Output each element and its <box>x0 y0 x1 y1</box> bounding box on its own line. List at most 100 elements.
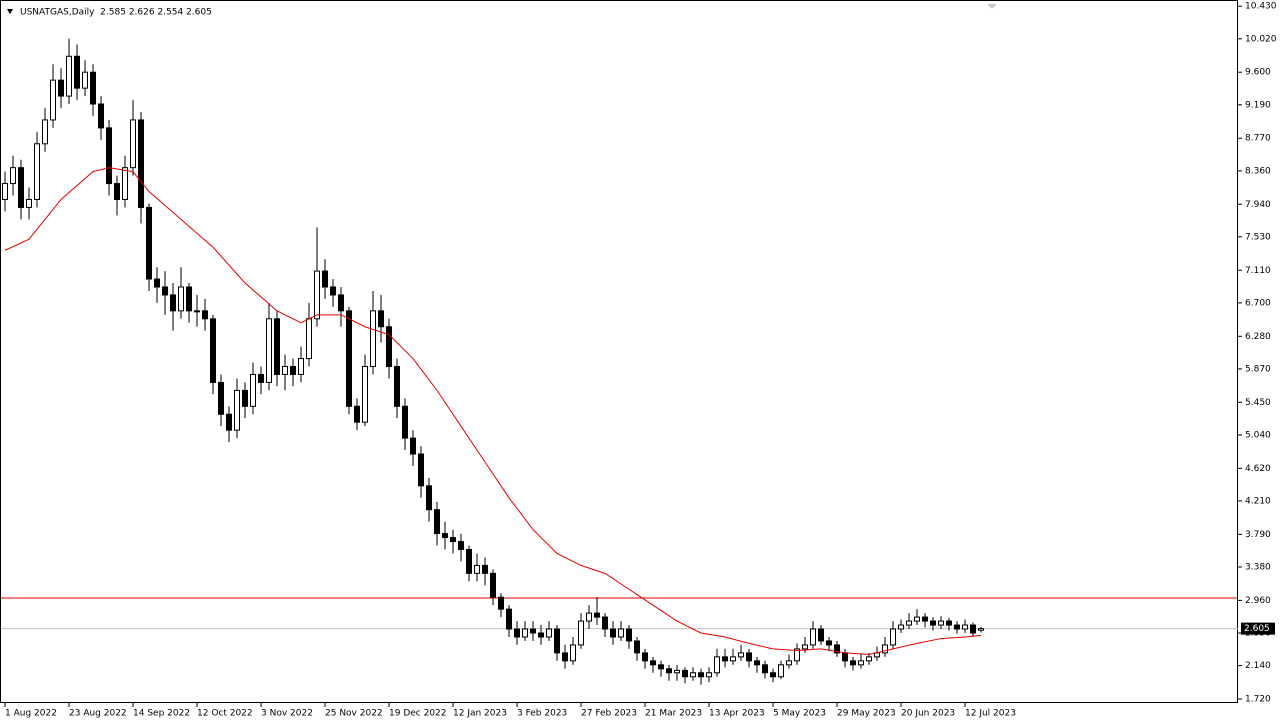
candle-body <box>850 660 856 666</box>
candle-body <box>426 485 432 511</box>
candle-body <box>802 644 808 650</box>
x-tick-label: 1 Aug 2022 <box>5 709 57 719</box>
candle-body <box>530 628 536 634</box>
candle-body <box>498 596 504 610</box>
candle-body <box>218 381 224 415</box>
candle-body <box>434 509 440 535</box>
candle-body <box>650 660 656 666</box>
y-tick-label: 10.430 <box>1245 2 1277 12</box>
x-tick-label: 14 Sep 2022 <box>133 709 190 719</box>
y-tick-label: 5.450 <box>1245 398 1271 408</box>
candle-body <box>898 624 904 630</box>
candle-body <box>170 294 176 312</box>
candle-body <box>962 624 968 630</box>
candle-body <box>482 564 488 574</box>
x-tick-label: 23 Aug 2022 <box>69 709 127 719</box>
candle-body <box>930 620 936 626</box>
candle-body <box>866 656 872 662</box>
candle-body <box>610 628 616 638</box>
candle-body <box>706 672 712 678</box>
y-tick-label: 9.600 <box>1245 68 1271 78</box>
candle-body <box>698 672 704 678</box>
candle-body <box>154 278 160 288</box>
candle-body <box>314 270 320 320</box>
y-tick-label: 5.040 <box>1245 430 1271 440</box>
candle-body <box>786 660 792 666</box>
candle-body <box>514 628 520 638</box>
candle-body <box>546 628 552 638</box>
candle-body <box>186 286 192 312</box>
candle-body <box>618 628 624 638</box>
y-tick-label: 10.020 <box>1245 34 1277 44</box>
candle-body <box>122 167 128 200</box>
y-tick-label: 6.280 <box>1245 332 1271 342</box>
candle-body <box>450 537 456 543</box>
candle-body <box>858 660 864 666</box>
candle-body <box>914 616 920 622</box>
y-tick-label: 6.700 <box>1245 298 1271 308</box>
candle-body <box>842 652 848 662</box>
candle-body <box>970 624 976 634</box>
candle-body <box>722 656 728 662</box>
candle-body <box>506 608 512 630</box>
candle-body <box>330 286 336 296</box>
y-tick-label: 7.530 <box>1245 232 1271 242</box>
candle-body <box>666 668 672 674</box>
candle-body <box>946 620 952 626</box>
candle-body <box>394 366 400 407</box>
x-tick-label: 3 Nov 2022 <box>261 709 313 719</box>
candle-body <box>754 660 760 666</box>
x-tick-label: 19 Dec 2022 <box>389 709 447 719</box>
candle-body <box>578 620 584 646</box>
y-tick-label: 2.960 <box>1245 596 1271 606</box>
y-tick-label: 8.770 <box>1245 134 1271 144</box>
candle-body <box>106 127 112 185</box>
candle-body <box>738 652 744 658</box>
x-tick-label: 12 Jan 2023 <box>453 709 507 719</box>
candle-body <box>114 183 120 200</box>
x-tick-label: 27 Feb 2023 <box>581 709 637 719</box>
y-tick-label: 7.940 <box>1245 200 1271 210</box>
y-tick-label: 5.870 <box>1245 364 1271 374</box>
candle-body <box>458 541 464 550</box>
candle-body <box>402 405 408 439</box>
candle-body <box>58 79 64 97</box>
y-tick-label: 9.190 <box>1245 100 1271 110</box>
y-tick-label: 8.360 <box>1245 166 1271 176</box>
x-tick-label: 13 Apr 2023 <box>709 709 765 719</box>
candle-body <box>266 318 272 383</box>
candle-body <box>810 628 816 646</box>
candle-body <box>474 564 480 574</box>
candle-body <box>882 644 888 654</box>
candle-body <box>2 183 8 200</box>
candle-body <box>538 632 544 638</box>
candle-body <box>50 79 56 121</box>
candle-body <box>602 616 608 630</box>
y-tick-label: 1.720 <box>1245 695 1271 705</box>
candle-body <box>66 55 72 97</box>
candle-body <box>762 664 768 674</box>
candle-body <box>386 326 392 368</box>
candle-body <box>26 198 32 208</box>
candle-body <box>522 628 528 638</box>
candle-body <box>418 453 424 487</box>
candle-body <box>82 71 88 89</box>
chart-title: USNATGAS,Daily 2.585 2.626 2.554 2.605 <box>20 8 212 18</box>
candle-body <box>634 640 640 654</box>
candle-body <box>778 664 784 678</box>
candle-body <box>890 628 896 646</box>
candle-body <box>826 640 832 646</box>
candle-body <box>978 628 984 631</box>
candle-body <box>322 270 328 288</box>
candle-body <box>34 143 40 200</box>
candle-body <box>554 628 560 654</box>
candle-body <box>290 366 296 375</box>
candle-body <box>562 652 568 662</box>
candle-body <box>242 389 248 407</box>
candle-body <box>10 167 16 185</box>
menu-arrow <box>7 9 13 14</box>
plot-frame <box>0 0 1238 703</box>
candle-body <box>178 286 184 312</box>
x-tick-label: 5 May 2023 <box>773 709 826 719</box>
